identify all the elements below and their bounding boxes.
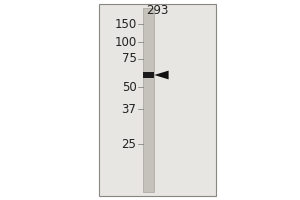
Text: 37: 37 (122, 103, 136, 116)
Text: 100: 100 (114, 36, 136, 48)
Polygon shape (154, 71, 169, 79)
Bar (99, 4, 216, 196)
Text: 25: 25 (122, 138, 136, 150)
Text: 75: 75 (122, 52, 136, 66)
Text: 293: 293 (146, 4, 168, 18)
Bar (143, 72, 154, 78)
Text: 50: 50 (122, 81, 136, 94)
Bar (143, 8, 154, 192)
Text: 150: 150 (114, 18, 136, 30)
